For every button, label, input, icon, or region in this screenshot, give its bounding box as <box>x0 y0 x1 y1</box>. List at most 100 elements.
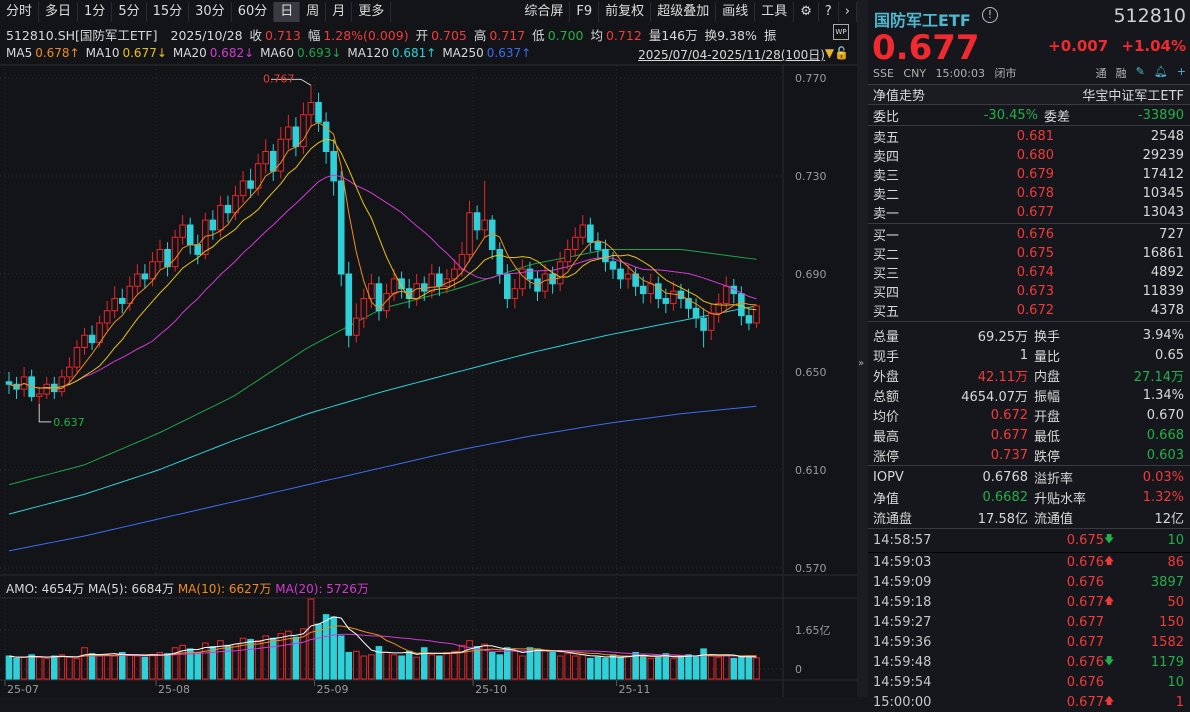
volume-bar <box>534 648 541 680</box>
candle-body <box>715 302 723 314</box>
volume-bar <box>262 635 269 680</box>
volume-bar <box>118 651 126 680</box>
period-tab-9[interactable]: 月 <box>326 2 353 22</box>
level-label: 卖三 <box>873 169 900 184</box>
candle-body <box>655 283 662 299</box>
volume-bar <box>73 657 81 680</box>
help-icon[interactable]: ? <box>819 2 839 22</box>
stat-value: 0.672 <box>990 407 1028 423</box>
tool-button-3[interactable]: 超级叠加 <box>651 2 717 22</box>
arrow-up-icon: 🡅 <box>1104 695 1115 707</box>
volume-bar <box>685 654 692 680</box>
low-value: 0.700 <box>547 28 584 43</box>
period-tab-0[interactable]: 分时 <box>0 2 40 22</box>
tool-button-4[interactable]: 画线 <box>716 2 756 22</box>
bids-row[interactable]: 买一 0.676 727 <box>868 225 1190 244</box>
nav-trend-row[interactable]: 净值走势 华宝中证军工ETF <box>868 84 1190 104</box>
tool-button-0[interactable]: 综合屏 <box>518 2 571 22</box>
asks-row[interactable]: 卖三 0.679 17412 <box>868 165 1190 184</box>
info-icon[interactable]: ! <box>982 7 998 23</box>
stat-value: 1 <box>1019 347 1028 363</box>
volume-bar <box>496 654 504 680</box>
level-price: 0.676 <box>1016 227 1054 242</box>
stat-value: 27.14万 <box>1133 369 1184 385</box>
tick-price: 0.676 <box>1066 674 1104 690</box>
period-tab-1[interactable]: 多日 <box>39 2 79 22</box>
volume-bar <box>217 640 224 680</box>
tick-price: 0.677 <box>1066 634 1104 650</box>
nav-trend-link[interactable]: 净值走势 <box>873 89 926 104</box>
candle-body <box>473 212 481 231</box>
collapse-panel-button[interactable]: » <box>857 0 868 697</box>
tick-time: 14:59:27 <box>873 614 932 630</box>
tool-button-2[interactable]: 前复权 <box>599 2 652 22</box>
vol-ma20: MA(20): 5726万 <box>275 582 369 596</box>
candle-body <box>368 283 375 299</box>
tick-time: 14:59:36 <box>873 634 932 650</box>
volume-bar <box>700 648 707 680</box>
tool-button-1[interactable]: F9 <box>570 2 600 22</box>
level-volume: 4378 <box>1150 303 1184 318</box>
asks-row[interactable]: 卖四 0.680 29239 <box>868 146 1190 165</box>
candle-body <box>300 114 307 148</box>
edit-icon[interactable]: ✎ <box>1135 65 1145 78</box>
tick-price: 0.676 <box>1066 654 1104 670</box>
volume-bar <box>66 656 73 680</box>
kline-chart[interactable]: 0.770 0.730 0.690 0.650 0.610 0.570 1.65亿 0 25-0… <box>0 0 857 697</box>
stat-label: 最低 <box>1034 429 1061 445</box>
rong-tag[interactable]: 融 <box>1115 67 1127 80</box>
period-tab-3[interactable]: 5分 <box>112 2 147 22</box>
period-tab-2[interactable]: 1分 <box>78 2 113 22</box>
candle-body <box>307 102 315 116</box>
volume-bar <box>519 655 526 680</box>
period-tab-6[interactable]: 60分 <box>232 2 275 22</box>
date-range[interactable]: 2025/07/04-2025/11/28(100日) <box>638 48 825 62</box>
candle-body <box>345 273 353 336</box>
period-tab-8[interactable]: 周 <box>300 2 327 22</box>
candle-body <box>451 268 458 280</box>
stat-value: 1.34% <box>1142 387 1184 403</box>
period-tab-7[interactable]: 日 <box>274 2 301 22</box>
bids-row[interactable]: 买五 0.672 4378 <box>868 301 1190 320</box>
level-label: 卖五 <box>873 131 900 146</box>
volume-bar <box>43 657 51 680</box>
chevron-right-icon[interactable]: › <box>839 2 857 22</box>
add-icon[interactable]: + <box>1176 65 1186 78</box>
candle-body <box>624 273 632 280</box>
candle-body <box>579 224 587 238</box>
candle-body <box>556 261 564 285</box>
candle-body <box>617 268 624 280</box>
period-tab-5[interactable]: 30分 <box>189 2 232 22</box>
bell-icon[interactable]: 🔔︎ <box>1153 65 1168 78</box>
kline-panel: 分时 多日 1分 5分 15分 30分 60分日周月更多 综合屏 F9 前复权 超级叠加 画线 工具 ⚙… <box>0 0 857 697</box>
stat-value: 12亿 <box>1154 511 1184 527</box>
asks-row[interactable]: 卖一 0.677 13043 <box>868 203 1190 222</box>
stat-label: 均价 <box>873 409 900 425</box>
volume-bar <box>179 644 186 680</box>
bids-row[interactable]: 买四 0.673 11839 <box>868 282 1190 301</box>
wp-icon[interactable]: WP <box>833 24 849 40</box>
bids-row[interactable]: 买三 0.674 4892 <box>868 263 1190 282</box>
arrow-up-icon: 🡅 <box>1104 556 1115 567</box>
asks-row[interactable]: 卖二 0.678 10345 <box>868 184 1190 203</box>
asks-row[interactable]: 卖五 0.681 2548 <box>868 127 1190 146</box>
arrow-down-icon: 🡇 <box>1104 655 1115 667</box>
tool-button-5[interactable]: 工具 <box>755 2 795 22</box>
stat-label: 升贴水率 <box>1034 491 1087 507</box>
symbol: 512810.SH[国防军工ETF] <box>6 28 158 43</box>
stat-label: 跌停 <box>1034 449 1061 465</box>
period-tab-4[interactable]: 15分 <box>147 2 190 22</box>
tong-tag[interactable]: 通 <box>1095 67 1107 80</box>
gear-icon[interactable]: ⚙ <box>794 2 819 22</box>
tick-volume: 1582 <box>1150 634 1184 650</box>
stat-label: 内盘 <box>1034 369 1061 385</box>
volume-bar <box>715 656 723 680</box>
period-tab-10[interactable]: 更多 <box>352 2 392 22</box>
lock-icon[interactable]: ▼🔓 <box>824 46 849 60</box>
bids-row[interactable]: 买二 0.675 16861 <box>868 244 1190 263</box>
volume-bar <box>337 635 345 680</box>
candle-body <box>269 151 277 172</box>
level-label: 卖一 <box>873 207 900 222</box>
volume-bar <box>368 654 375 680</box>
volume-bar <box>232 643 239 680</box>
